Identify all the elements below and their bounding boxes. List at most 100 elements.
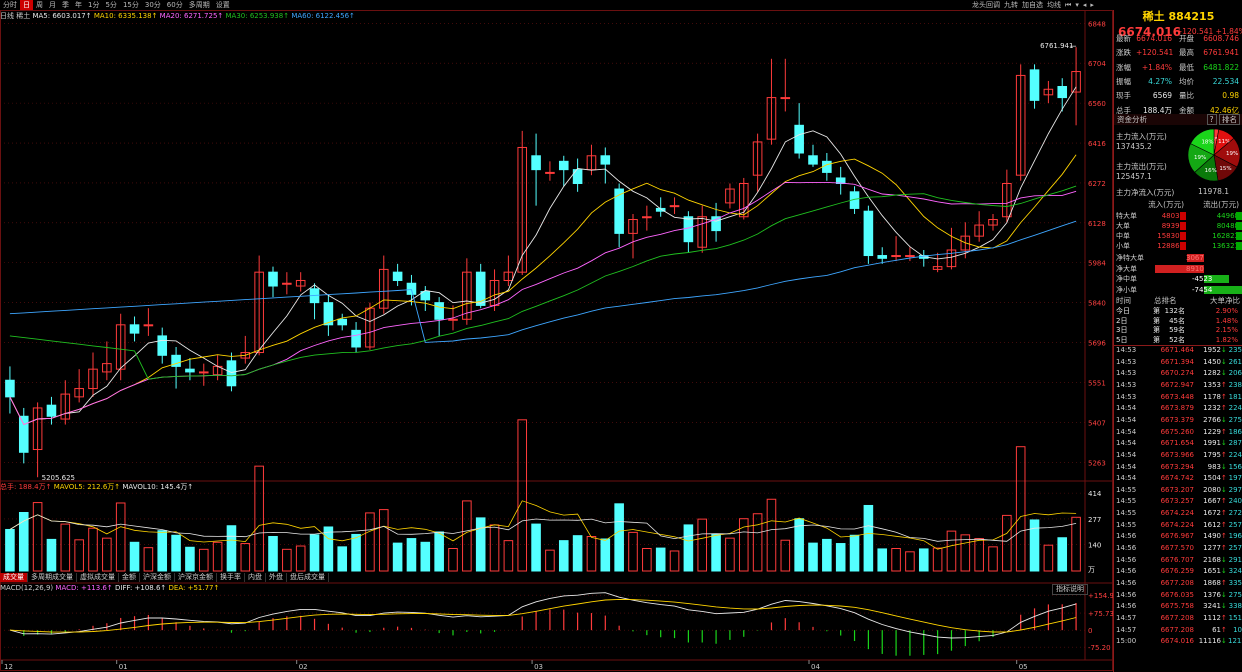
tick-row[interactable]: 14:56 6677.570 1277 ↑ 257	[1114, 543, 1242, 555]
date-tick-label: 05	[1019, 663, 1028, 671]
fund-analysis-title: 资金分析	[1117, 115, 1147, 124]
tick-row[interactable]: 14:54 6675.260 1229 ↑ 186	[1114, 427, 1242, 439]
tick-price: 6671.464	[1160, 346, 1194, 354]
tick-count: 235	[1228, 346, 1242, 354]
tick-row[interactable]: 14:56 6675.758 3241 ↓ 338	[1114, 601, 1242, 613]
tick-row[interactable]: 14:53 6671.394 1450 ↓ 261	[1114, 357, 1242, 369]
net-flow-bar	[1154, 264, 1204, 273]
tick-time: 14:55	[1116, 485, 1137, 494]
chart-tool-button[interactable]: ◂	[1082, 1, 1087, 9]
tick-row[interactable]: 14:53 6670.274 1282 ↓ 206	[1114, 368, 1242, 380]
tab-volume-indicator[interactable]: 多周期成交量	[28, 573, 77, 582]
tick-row[interactable]: 14:57 6677.208 1112 ↑ 151	[1114, 613, 1242, 625]
volume-bar	[5, 528, 15, 572]
price-tick-label: 5263	[1088, 460, 1106, 468]
tick-row[interactable]: 14:54 6671.654 1991 ↓ 287	[1114, 438, 1242, 450]
tab-volume-indicator[interactable]: 内盘	[245, 573, 266, 582]
tab-volume-indicator[interactable]: 盘后成交量	[287, 573, 329, 582]
net-flow-bar	[1204, 275, 1230, 283]
kline-chart[interactable]: 6848 6704 6560 6416 6272 6128 5984 5840 5696 5551…	[0, 0, 1113, 672]
tick-row[interactable]: 14:57 6677.208 61 ↑ 10	[1114, 625, 1242, 637]
tick-row[interactable]: 14:53 6671.464 1952 ↓ 235	[1114, 345, 1242, 357]
tab-period[interactable]: 30分	[144, 1, 161, 9]
net-flow-row: 净大单 8910	[1114, 264, 1242, 274]
tick-row[interactable]: 14:56 6676.259 1651 ↓ 324	[1114, 566, 1242, 578]
tab-volume-indicator[interactable]: 外盘	[266, 573, 287, 582]
tick-volume: 1991	[1203, 439, 1221, 448]
tab-volume-indicator[interactable]: 换手率	[217, 573, 245, 582]
volume-bar	[309, 534, 320, 572]
tab-volume-indicator[interactable]: 沪深京金额	[175, 573, 217, 582]
tick-row[interactable]: 14:56 6677.208 1868 ↑ 335	[1114, 578, 1242, 590]
tab-period[interactable]: 多周期	[188, 1, 210, 9]
quote-label: 金额	[1179, 105, 1194, 115]
tab-period[interactable]: 日	[20, 0, 33, 10]
tab-period[interactable]: 月	[49, 1, 56, 9]
tick-row[interactable]: 14:54 6673.966 1795 ↑ 224	[1114, 450, 1242, 462]
rank-number: 45	[1169, 316, 1178, 325]
tick-direction-icon: ↑	[1221, 544, 1227, 553]
chart-tool-button[interactable]: 九转	[1004, 1, 1018, 9]
chart-tool-button[interactable]: ⏮	[1065, 1, 1072, 9]
tick-row[interactable]: 14:55 6674.224 1672 ↑ 272	[1114, 508, 1242, 520]
volume-indicator-tabs: 成交量 多周期成交量 虚拟成交量 金额 沪深金额 沪深京金额 换手率 内盘 外盘 盘后成交量	[0, 573, 329, 582]
tick-direction-icon: ↑	[1221, 474, 1227, 483]
volume-bar	[932, 547, 943, 572]
quote-value: 6608.746	[1203, 34, 1239, 43]
tab-period[interactable]: 15分	[122, 1, 139, 9]
volume-bar	[738, 518, 749, 572]
tab-period[interactable]: 年	[75, 1, 82, 9]
tab-period[interactable]: 分时	[3, 1, 17, 9]
volume-bar	[794, 518, 804, 572]
tick-row[interactable]: 14:54 6673.379 2766 ↓ 275	[1114, 415, 1242, 427]
tick-row[interactable]: 14:54 6674.742 1504 ↑ 197	[1114, 473, 1242, 485]
tab-volume-indicator[interactable]: 虚拟成交量	[77, 573, 119, 582]
tick-row[interactable]: 14:56 6676.707 2168 ↓ 291	[1114, 555, 1242, 567]
tick-row[interactable]: 14:56 6676.967 1490 ↑ 196	[1114, 531, 1242, 543]
tick-row[interactable]: 14:55 6673.207 2080 ↓ 297	[1114, 485, 1242, 497]
chart-tool-button[interactable]: 龙头回调	[972, 1, 1000, 9]
quote-value: 22.534	[1212, 76, 1239, 86]
chart-tool-button[interactable]: ▸	[1090, 1, 1094, 9]
tab-period[interactable]: 1分	[88, 1, 100, 9]
tab-period[interactable]: 季	[62, 1, 69, 9]
volume-bar	[143, 547, 154, 572]
indicator-help-button[interactable]: 指标说明	[1052, 584, 1088, 595]
candle-body	[1043, 88, 1054, 96]
tick-row[interactable]: 14:53 6673.448 1178 ↑ 181	[1114, 392, 1242, 404]
tick-volume: 1667	[1203, 497, 1221, 506]
tab-period[interactable]: 5分	[105, 1, 117, 9]
tick-row[interactable]: 14:54 6673.294 983 ↓ 156	[1114, 462, 1242, 474]
volume-bar	[946, 530, 957, 572]
tick-direction-icon: ↓	[1221, 555, 1227, 564]
chart-tool-button[interactable]: ▾	[1075, 1, 1079, 9]
tab-volume-indicator[interactable]: 金额	[119, 573, 140, 582]
pie-slice-label: 16%	[1205, 168, 1217, 174]
net-flow-label: 净特大单	[1116, 254, 1144, 262]
chart-tool-button[interactable]: 加自选	[1022, 1, 1043, 9]
volume-bar	[462, 500, 472, 572]
rank-ratio-header: 大单净比	[1210, 296, 1240, 305]
tick-row[interactable]: 14:55 6674.224 1612 ↑ 257	[1114, 520, 1242, 532]
tick-row[interactable]: 15:00 6674.016 11116↓1212	[1114, 636, 1242, 648]
fund-help-button[interactable]: ?	[1206, 114, 1217, 125]
net-flow-bar	[1204, 285, 1242, 294]
chart-tool-button[interactable]: 均线	[1047, 1, 1061, 9]
tick-price: 6671.654	[1160, 439, 1194, 448]
tick-row[interactable]: 14:56 6676.035 1376 ↓ 275	[1114, 590, 1242, 602]
tick-row[interactable]: 14:55 6673.257 1667 ↑ 240	[1114, 496, 1242, 508]
volume-tick-label: 140	[1088, 542, 1101, 550]
tab-volume-indicator[interactable]: 沪深金额	[140, 573, 175, 582]
tab-volume-indicator[interactable]: 成交量	[0, 573, 28, 582]
tab-period[interactable]: 设置	[215, 1, 230, 9]
tab-period[interactable]: 60分	[166, 1, 183, 9]
volume-bar	[282, 548, 292, 572]
tick-row[interactable]: 14:54 6673.879 1232 ↑ 224	[1114, 403, 1242, 415]
tab-period[interactable]: 周	[36, 1, 43, 9]
macd-tick-label: -75.20	[1088, 644, 1111, 652]
tick-time: 14:53	[1116, 357, 1137, 366]
tick-row[interactable]: 14:53 6672.947 1353 ↑ 238	[1114, 380, 1242, 392]
volume-bar	[88, 527, 98, 572]
fund-rank-button[interactable]: 排名	[1219, 114, 1240, 125]
candle-body	[932, 266, 943, 270]
